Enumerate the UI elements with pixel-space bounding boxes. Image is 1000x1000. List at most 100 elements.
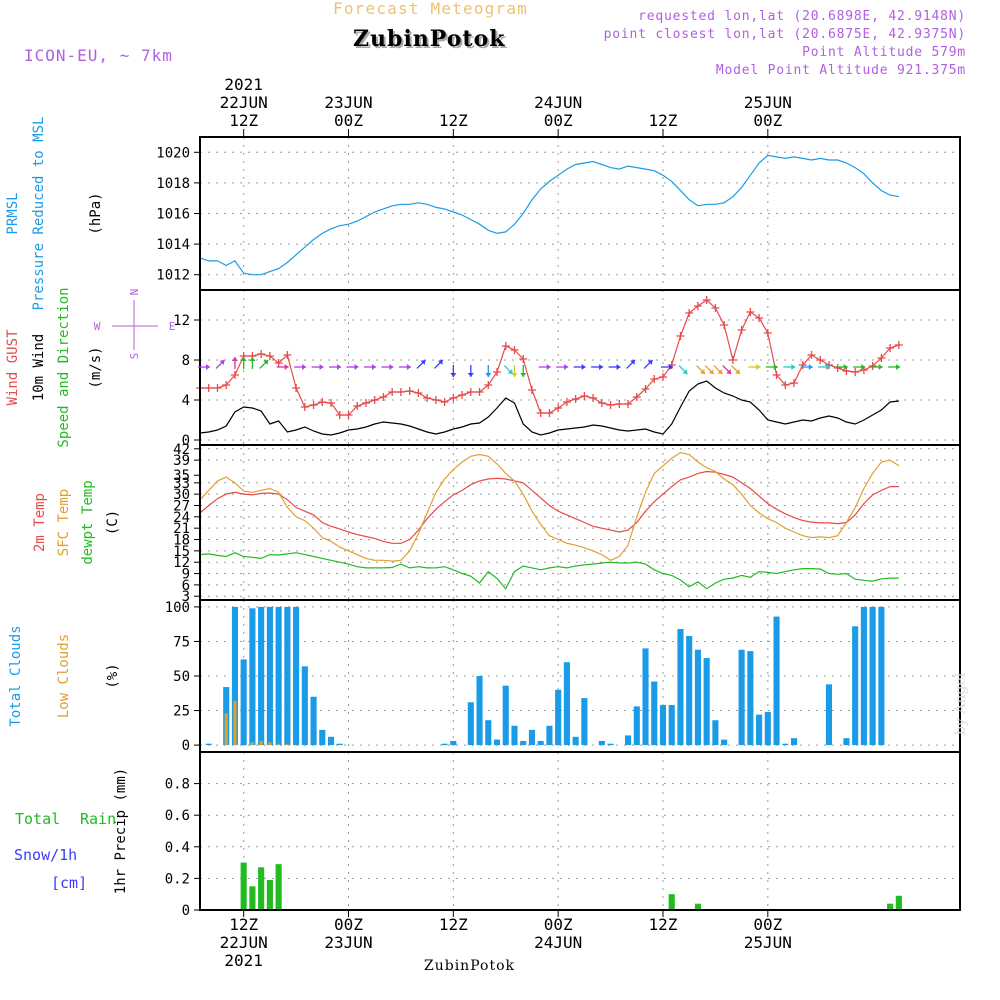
gust-marker [781,381,790,389]
wind-arrow-head [896,364,901,370]
y-tick-label: 1012 [156,268,190,284]
data-bar [277,743,281,746]
gust-marker [230,371,239,379]
data-bar [275,606,282,746]
y-tick-label: 1014 [156,237,190,253]
data-bar [852,626,859,746]
gust-marker [702,296,711,304]
y-tick-label: 25 [173,704,190,720]
data-bar [250,742,254,746]
wind-arrow-head [437,360,443,365]
gust-marker [318,398,327,406]
wind-arrow-head [206,364,210,370]
data-bar [485,720,492,746]
wind-arrow-head [717,369,723,374]
compass-label: E [169,320,176,333]
data-bar [598,740,605,746]
data-bar [764,711,771,746]
wind-arrow-head [485,373,492,377]
bottom-time-label: 2021 [224,951,263,970]
data-bar [249,608,256,746]
gust-marker [527,386,536,394]
top-time-label: 23JUN [324,93,372,112]
gust-marker [475,388,484,396]
bottom-time-label: 25JUN [744,933,792,952]
gust-marker [536,409,545,417]
gust-marker [807,351,816,359]
gust-marker [562,398,571,406]
gust-marker [772,371,781,379]
top-time-label: 00Z [753,111,782,130]
gust-marker [300,403,309,411]
gust-marker [204,384,213,392]
wind-arrow-head [507,369,513,374]
wind-arrow-head [564,364,569,370]
y-tick-label: 27 [173,498,190,514]
data-bar [249,886,256,910]
data-bar [887,903,894,910]
gust-marker [615,400,624,408]
gust-marker [370,396,379,404]
data-bar [895,895,902,910]
data-bar [520,740,527,746]
y-tick-label: 4 [182,393,190,409]
wind-arrow-head [420,360,426,365]
y-tick-label: 12 [173,555,190,571]
data-bar [275,864,282,910]
top-time-label: 2021 [224,75,263,94]
y-axis-label: Pressure Reduced to MSL [31,117,47,311]
data-bar [572,736,579,746]
y-tick-label: 0.8 [165,777,190,793]
gust-marker [458,391,467,399]
gust-marker [641,385,650,393]
gust-marker [790,379,799,387]
model-altitude: Model Point Altitude 921.375m [715,63,966,78]
data-bar [686,635,693,746]
gust-marker [580,392,589,400]
wind-arrow-head [337,364,342,370]
wind-arrow-head [682,369,688,374]
data-bar [327,736,335,746]
wind-direction-arrows [198,357,901,377]
wind-arrow-head [726,369,732,374]
series-line [199,154,900,276]
gust-marker [440,398,449,406]
wind-arrow-head [520,373,527,377]
data-bar [546,725,553,746]
wind-arrow-head [647,360,653,365]
wind-arrow-head [302,364,307,370]
footer-station: ZubinPotok [424,958,516,974]
series-line [199,451,900,562]
data-bar [258,867,265,910]
wind-arrow-head [219,360,225,365]
gust-marker [344,411,353,419]
wind-arrow-head [546,364,551,370]
data-bar [756,714,763,746]
gust-marker [388,388,397,396]
y-tick-label: 30 [173,487,190,503]
data-bar [668,894,675,910]
gust-marker [632,393,641,401]
wind-arrow-head [599,364,604,370]
gust-marker [274,359,283,367]
gust-marker [868,362,877,370]
wind-arrow-head [284,364,289,370]
bottom-time-label: 00Z [334,915,363,934]
gust-marker [431,396,440,404]
gust-marker [361,399,370,407]
data-bar [659,705,667,746]
credit-watermark: by Angel [953,672,969,735]
gust-marker [886,344,895,352]
gust-marker [755,314,764,322]
data-bar [240,862,247,910]
data-bar [651,681,658,746]
data-bar [642,648,649,746]
wind-arrow-head [354,364,359,370]
gust-marker [894,341,903,349]
y-tick-label: 9 [182,567,190,583]
closest-coords: point closest lon,lat (20.6875E, 42.9375… [603,27,966,42]
gust-marker [624,400,633,408]
wind-arrow-head [231,357,238,361]
